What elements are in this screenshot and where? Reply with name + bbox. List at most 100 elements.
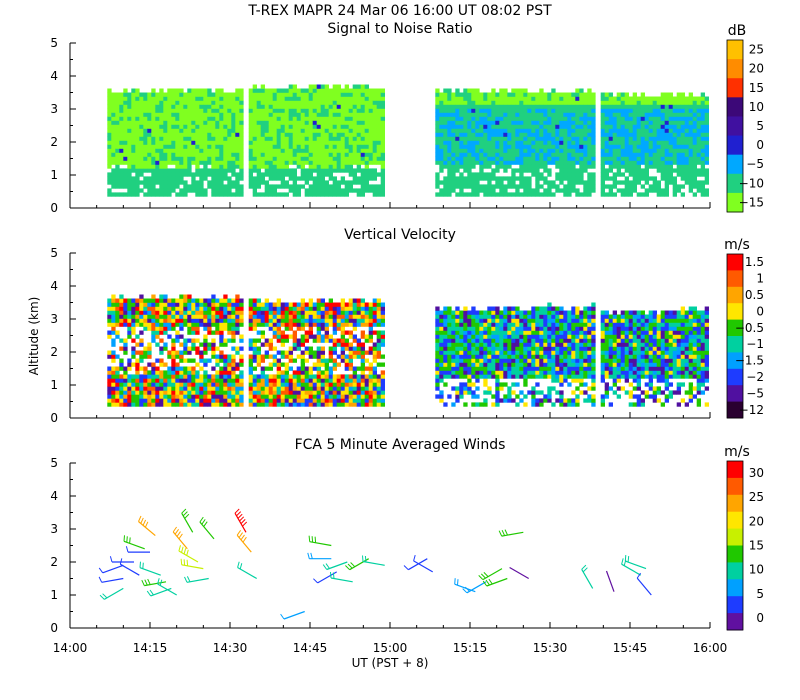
heatmap-cell — [507, 160, 512, 165]
heatmap-cell — [107, 334, 112, 339]
heatmap-cell — [348, 92, 353, 97]
heatmap-cell — [523, 132, 528, 137]
heatmap-cell — [231, 108, 236, 113]
heatmap-cell — [312, 100, 317, 105]
heatmap-cell — [215, 144, 220, 149]
heatmap-cell — [223, 120, 228, 125]
heatmap-cell — [664, 144, 669, 149]
heatmap-cell — [284, 386, 289, 391]
heatmap-cell — [199, 382, 204, 387]
heatmap-cell — [199, 144, 204, 149]
heatmap-cell — [284, 148, 289, 153]
heatmap-cell — [312, 338, 317, 343]
heatmap-cell — [352, 88, 357, 93]
heatmap-cell — [515, 192, 520, 197]
heatmap-cell — [616, 92, 621, 97]
heatmap-cell — [139, 144, 144, 149]
heatmap-cell — [276, 120, 281, 125]
heatmap-cell — [219, 116, 224, 121]
heatmap-cell — [215, 370, 220, 375]
heatmap-cell — [155, 100, 160, 105]
heatmap-cell — [239, 310, 244, 315]
heatmap-cell — [575, 120, 580, 125]
heatmap-cell — [143, 302, 148, 307]
heatmap-cell — [591, 180, 596, 185]
heatmap-cell — [268, 346, 273, 351]
heatmap-cell — [443, 152, 448, 157]
heatmap-cell — [352, 148, 357, 153]
heatmap-cell — [340, 156, 345, 161]
heatmap-cell — [203, 374, 208, 379]
heatmap-cell — [151, 184, 156, 189]
heatmap-cell — [304, 156, 309, 161]
heatmap-cell — [680, 144, 685, 149]
heatmap-cell — [167, 310, 172, 315]
heatmap-cell — [300, 402, 305, 407]
heatmap-cell — [376, 152, 381, 157]
heatmap-cell — [483, 136, 488, 141]
heatmap-cell — [587, 156, 592, 161]
heatmap-cell — [147, 382, 152, 387]
heatmap-cell — [316, 108, 321, 113]
heatmap-cell — [264, 302, 269, 307]
heatmap-cell — [151, 378, 156, 383]
heatmap-cell — [579, 140, 584, 145]
heatmap-cell — [551, 152, 556, 157]
heatmap-cell — [203, 398, 208, 403]
heatmap-cell — [443, 132, 448, 137]
heatmap-cell — [308, 100, 313, 105]
heatmap-cell — [191, 338, 196, 343]
heatmap-cell — [111, 358, 116, 363]
heatmap-cell — [352, 176, 357, 181]
heatmap-cell — [151, 306, 156, 311]
heatmap-cell — [704, 120, 709, 125]
heatmap-cell — [123, 306, 128, 311]
heatmap-cell — [155, 164, 160, 169]
heatmap-cell — [159, 302, 164, 307]
heatmap-cell — [171, 132, 176, 137]
heatmap-cell — [207, 386, 212, 391]
heatmap-cell — [559, 164, 564, 169]
heatmap-cell — [620, 192, 625, 197]
heatmap-cell — [328, 112, 333, 117]
heatmap-cell — [579, 112, 584, 117]
heatmap-cell — [191, 180, 196, 185]
heatmap-cell — [119, 338, 124, 343]
heatmap-cell — [435, 176, 440, 181]
heatmap-cell — [700, 124, 705, 129]
heatmap-cell — [340, 402, 345, 407]
heatmap-cell — [620, 132, 625, 137]
heatmap-cell — [692, 164, 697, 169]
heatmap-cell — [360, 124, 365, 129]
heatmap-cell — [183, 116, 188, 121]
heatmap-cell — [575, 152, 580, 157]
heatmap-cell — [111, 398, 116, 403]
heatmap-cell — [612, 96, 617, 101]
heatmap-cell — [628, 164, 633, 169]
heatmap-cell — [127, 120, 132, 125]
heatmap-cell — [183, 342, 188, 347]
heatmap-cell — [284, 350, 289, 355]
heatmap-cell — [499, 96, 504, 101]
heatmap-cell — [151, 338, 156, 343]
heatmap-cell — [543, 112, 548, 117]
heatmap-cell — [195, 314, 200, 319]
heatmap-cell — [491, 188, 496, 193]
heatmap-cell — [676, 144, 681, 149]
heatmap-cell — [203, 322, 208, 327]
heatmap-cell — [300, 338, 305, 343]
heatmap-cell — [151, 148, 156, 153]
heatmap-cell — [308, 394, 313, 399]
heatmap-cell — [563, 152, 568, 157]
heatmap-cell — [235, 298, 240, 303]
heatmap-cell — [531, 152, 536, 157]
heatmap-cell — [499, 148, 504, 153]
heatmap-cell — [328, 172, 333, 177]
heatmap-cell — [284, 108, 289, 113]
heatmap-cell — [235, 188, 240, 193]
heatmap-cell — [336, 136, 341, 141]
heatmap-cell — [591, 152, 596, 157]
heatmap-cell — [159, 148, 164, 153]
heatmap-cell — [179, 100, 184, 105]
heatmap-cell — [280, 322, 285, 327]
